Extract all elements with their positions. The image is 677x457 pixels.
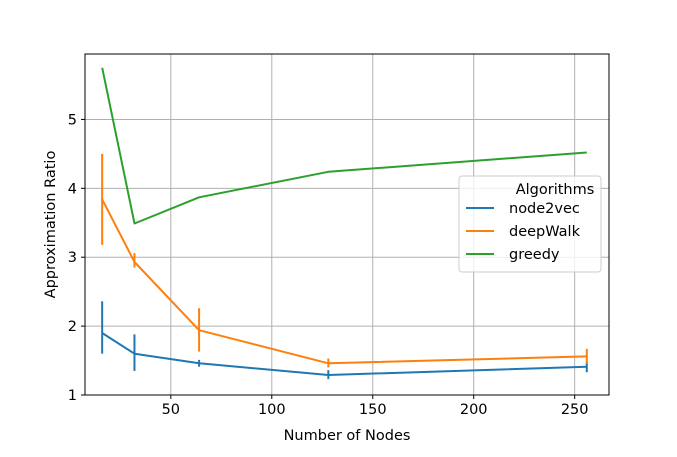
x-tick-label: 150 (359, 402, 387, 418)
ticks: 50 100 150 200 250 1 2 3 4 5 (68, 112, 589, 418)
series-node2vec (101, 301, 588, 380)
x-tick-label: 250 (561, 402, 589, 418)
plot-frame (84, 53, 610, 396)
legend-items: node2vec deepWalk greedy (466, 201, 581, 263)
series-line-greedy (101, 67, 587, 225)
y-tick-label: 3 (68, 250, 77, 266)
x-tick-label: 200 (460, 402, 488, 418)
y-tick-label: 2 (68, 319, 77, 335)
x-axis-label: Number of Nodes (284, 428, 411, 444)
series-layer (101, 67, 588, 380)
y-tick-label: 1 (68, 388, 77, 404)
x-tick-label: 50 (162, 402, 180, 418)
y-tick-label: 5 (68, 112, 77, 128)
series-line-node2vec (101, 332, 587, 376)
y-tick-label: 4 (68, 181, 77, 197)
y-axis-label: Approximation Ratio (43, 151, 59, 299)
legend: Algorithms node2vec deepWalk greedy (458, 175, 602, 273)
legend-label-deepWalk: deepWalk (509, 224, 581, 240)
x-tick-label: 100 (258, 402, 286, 418)
legend-box (458, 175, 602, 273)
legend-title: Algorithms (516, 182, 595, 198)
legend-label-node2vec: node2vec (509, 201, 580, 217)
series-greedy (101, 67, 587, 225)
series-deepWalk (101, 153, 588, 368)
legend-label-greedy: greedy (509, 247, 560, 263)
